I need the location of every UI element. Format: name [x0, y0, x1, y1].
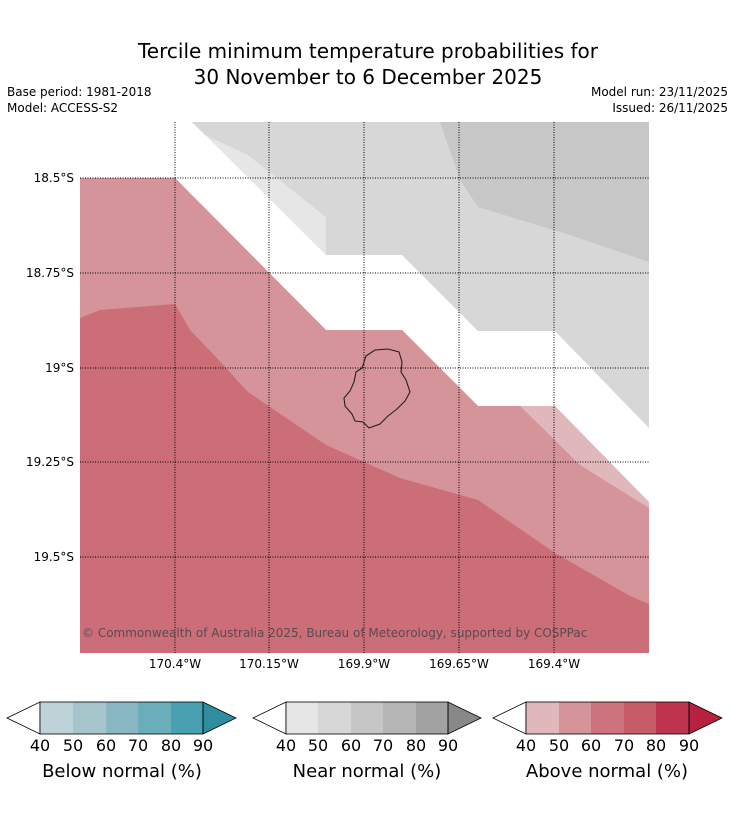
gridlines — [80, 122, 649, 653]
meta-left: Base period: 1981-2018 Model: ACCESS-S2 — [7, 84, 152, 116]
near-tick-90: 90 — [437, 736, 459, 755]
map-title: Tercile minimum temperature probabilitie… — [0, 38, 736, 90]
issued-date: Issued: 26/11/2025 — [612, 101, 728, 115]
above-cb-segment-40 — [526, 702, 559, 734]
near-normal-60-region — [440, 122, 649, 262]
near-cb-arrow-right — [447, 701, 482, 735]
below-cb-segment-60 — [106, 702, 138, 734]
below-cb-frame — [39, 701, 204, 735]
lat-label-19-5: 19.5°S — [33, 550, 74, 564]
below-tick-60: 60 — [95, 736, 117, 755]
near-cb-arrow-left — [252, 701, 287, 735]
above-tick-90: 90 — [678, 736, 700, 755]
lat-label-18-5: 18.5°S — [33, 171, 74, 185]
below-cb-arrow-left — [6, 701, 41, 735]
near-cb-frame — [285, 701, 449, 735]
meta-right: Model run: 23/11/2025 Issued: 26/11/2025 — [591, 84, 728, 116]
near-cb-segment-50 — [318, 702, 351, 734]
title-line-1: Tercile minimum temperature probabilitie… — [137, 39, 599, 63]
below-tick-40: 40 — [29, 736, 51, 755]
lon-label-169-65: 169.65°W — [429, 657, 489, 671]
lon-label-169-9: 169.9°W — [337, 657, 391, 671]
map-area — [80, 122, 649, 653]
lon-label-169-4: 169.4°W — [527, 657, 581, 671]
below-tick-70: 70 — [127, 736, 149, 755]
above-tick-60: 60 — [580, 736, 602, 755]
near-tick-50: 50 — [307, 736, 329, 755]
above-cb-frame — [525, 701, 690, 735]
above-normal-60-region — [80, 304, 649, 653]
model-name: Model: ACCESS-S2 — [7, 101, 119, 115]
colorbar-above-normal — [492, 701, 723, 735]
above-tick-40: 40 — [515, 736, 537, 755]
near-cb-segment-80 — [416, 702, 448, 734]
below-tick-80: 80 — [160, 736, 182, 755]
above-cb-arrow-left — [492, 701, 527, 735]
below-tick-90: 90 — [192, 736, 214, 755]
base-period: Base period: 1981-2018 — [7, 85, 152, 99]
below-cb-segment-70 — [138, 702, 171, 734]
below-cb-segment-80 — [171, 702, 203, 734]
near-tick-60: 60 — [340, 736, 362, 755]
above-cb-segment-50 — [559, 702, 591, 734]
below-normal-label: Below normal (%) — [42, 761, 202, 782]
near-tick-70: 70 — [372, 736, 394, 755]
near-cb-segment-70 — [383, 702, 416, 734]
above-cb-arrow-right — [688, 701, 723, 735]
lon-label-170-15: 170.15°W — [239, 657, 299, 671]
title-line-2: 30 November to 6 December 2025 — [193, 65, 543, 89]
island-outline — [343, 348, 411, 429]
above-tick-80: 80 — [645, 736, 667, 755]
below-tick-50: 50 — [62, 736, 84, 755]
below-cb-segment-40 — [40, 702, 73, 734]
above-cb-segment-70 — [624, 702, 656, 734]
colorbar-below-normal — [6, 701, 237, 735]
model-run: Model run: 23/11/2025 — [590, 85, 728, 99]
near-cb-segment-60 — [351, 702, 383, 734]
above-cb-segment-60 — [591, 702, 624, 734]
near-normal-label: Near normal (%) — [292, 761, 442, 782]
lat-label-19: 19°S — [45, 361, 74, 375]
lon-label-170-4: 170.4°W — [148, 657, 202, 671]
lat-label-19-25: 19.25°S — [26, 455, 74, 469]
lat-label-18-75: 18.75°S — [26, 266, 74, 280]
near-cb-segment-40 — [286, 702, 318, 734]
above-normal-label: Above normal (%) — [525, 761, 689, 782]
below-cb-segment-50 — [73, 702, 106, 734]
copyright-notice: © Commonwealth of Australia 2025, Bureau… — [82, 626, 588, 640]
colorbar-near-normal — [252, 701, 482, 735]
above-tick-70: 70 — [613, 736, 635, 755]
near-tick-80: 80 — [405, 736, 427, 755]
above-cb-segment-80 — [656, 702, 689, 734]
above-tick-50: 50 — [548, 736, 570, 755]
near-tick-40: 40 — [275, 736, 297, 755]
below-cb-arrow-right — [202, 701, 237, 735]
